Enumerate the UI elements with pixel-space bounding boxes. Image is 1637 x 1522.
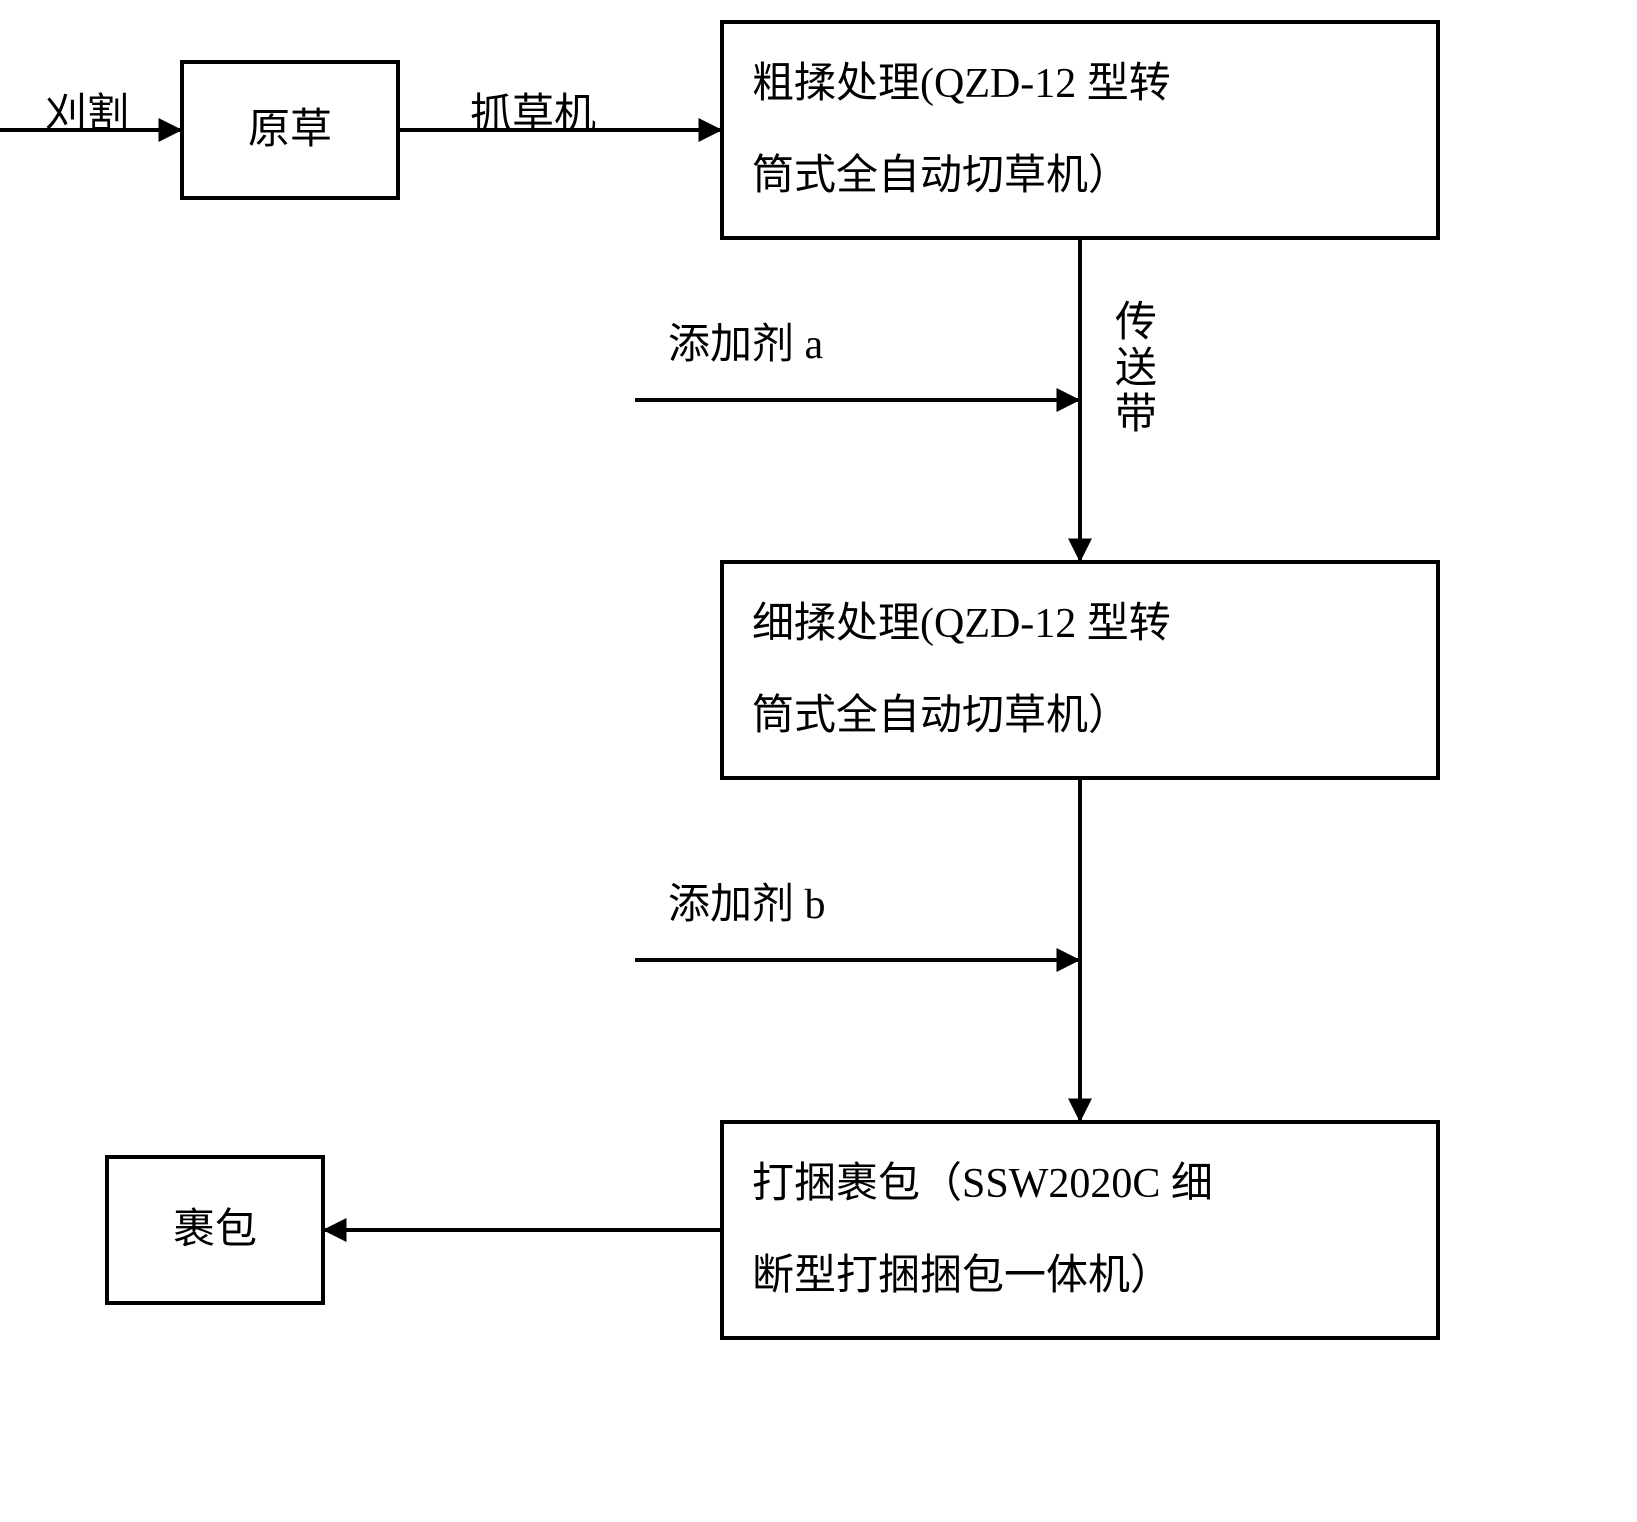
node-baling-wrapping: 打捆裹包（SSW2020C 细 断型打捆捆包一体机） <box>720 1120 1440 1340</box>
edge-label-conveyor: 传送带 <box>1115 300 1157 439</box>
node-fine-kneading: 细揉处理(QZD-12 型转 筒式全自动切草机） <box>720 560 1440 780</box>
node-wrapping: 裹包 <box>105 1155 325 1305</box>
edge-label-additive-b: 添加剂 b <box>668 870 826 931</box>
node-coarse-kneading: 粗揉处理(QZD-12 型转 筒式全自动切草机） <box>720 20 1440 240</box>
edge-label-grabber: 抓草机 <box>470 80 596 141</box>
edge-label-mowing: 刈割 <box>45 80 129 141</box>
node-raw-grass: 原草 <box>180 60 400 200</box>
edge-label-additive-a: 添加剂 a <box>668 310 823 371</box>
